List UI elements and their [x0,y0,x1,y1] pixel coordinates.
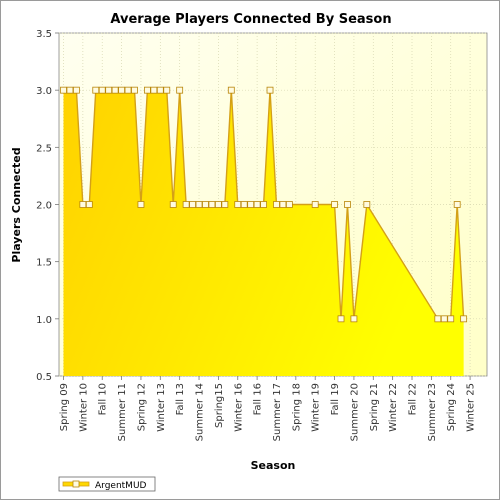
data-point-marker [169,201,177,208]
data-point-marker [447,315,455,323]
chart-title: Average Players Connected By Season [110,12,391,27]
x-tick-label: Summer 17 [272,383,283,441]
data-point-marker [118,86,125,94]
data-point-marker [137,201,145,208]
data-point-marker [260,201,267,208]
y-tick-label: 3.0 [36,86,52,97]
x-tick-label: Winter 25 [466,383,477,432]
data-area-layer [63,90,464,377]
data-point-marker [156,86,164,94]
data-point-marker [337,315,345,323]
data-point-marker [60,86,67,94]
y-tick-label: 2.0 [36,201,52,212]
data-point-marker [79,201,87,208]
data-point-marker [453,201,461,208]
data-point-marker [73,86,80,94]
data-point-marker [208,201,216,208]
y-tick-label: 2.5 [36,143,52,154]
x-tick-label: Fall 10 [98,383,109,415]
legend-marker-icon [72,480,80,488]
y-axis-label: Players Connected [10,147,23,262]
data-point-marker [85,201,93,208]
x-tick-label: Spring 09 [59,383,70,431]
data-point-marker [363,201,371,208]
x-tick-label: Spring15 [214,383,225,428]
data-point-marker [350,315,358,323]
x-tick-label: Winter 22 [388,383,399,432]
x-tick-label: Fall 13 [175,383,186,415]
data-point-marker [311,201,319,208]
data-point-marker [331,201,338,208]
data-point-marker [279,201,287,208]
data-point-marker [344,201,351,208]
y-tick-label: 0.5 [36,372,52,383]
x-tick-label: Winter 13 [156,383,167,432]
data-point-marker [440,315,448,323]
x-axis-ticks: Spring 09 Winter 10 Fall 10 Summer 11 Spring… [59,376,477,441]
data-point-marker [182,201,190,208]
data-point-marker [247,201,255,208]
x-tick-label: Summer 20 [349,383,360,441]
x-tick-label: Summer 11 [117,383,128,441]
data-point-marker [240,201,248,208]
data-point-marker [434,315,442,323]
data-point-marker [111,86,119,94]
y-axis-ticks: 0.5 1.0 1.5 2.0 2.5 3.0 3.5 [36,29,59,383]
data-point-marker [214,201,222,208]
data-point-marker [131,86,138,94]
data-point-marker [98,86,106,94]
y-tick-label: 1.5 [36,258,52,269]
data-point-marker [227,86,235,94]
data-point-marker [202,201,209,208]
legend-box [58,476,156,492]
x-tick-label: Spring 21 [369,383,380,431]
data-point-marker [273,201,280,208]
data-point-marker [285,201,293,208]
data-point-marker [189,201,196,208]
data-point-marker [124,86,132,94]
y-tick-label: 3.5 [36,29,52,40]
x-tick-label: Fall 16 [253,383,264,415]
series-area [63,90,464,377]
legend-label: ArgentMUD [95,481,147,491]
data-point-marker [221,201,229,208]
data-marker-layer [60,86,468,323]
data-point-marker [234,201,242,208]
data-point-marker [163,86,171,94]
x-tick-label: Spring 24 [446,383,457,431]
x-tick-label: Fall 22 [408,383,419,415]
x-tick-label: Summer 14 [195,383,206,441]
data-point-marker [92,86,100,94]
x-tick-label: Winter 10 [78,383,89,432]
data-point-marker [266,86,274,94]
data-point-marker [195,201,203,208]
legend: ArgentMUD [58,476,156,492]
data-point-marker [176,86,184,94]
x-tick-label: Winter 16 [233,383,244,432]
data-point-marker [143,86,151,94]
data-point-marker [253,201,261,208]
data-point-marker [150,86,158,94]
x-tick-label: Winter 19 [311,383,322,432]
x-tick-label: Fall 19 [330,383,341,415]
x-tick-label: Spring 12 [136,383,147,431]
data-point-marker [460,315,468,323]
data-point-marker [105,86,113,94]
x-tick-label: Summer 23 [427,383,438,441]
x-axis-label: Season [251,459,296,472]
y-tick-label: 1.0 [36,315,52,326]
data-point-marker [66,86,74,94]
x-tick-label: Spring 18 [291,383,302,431]
